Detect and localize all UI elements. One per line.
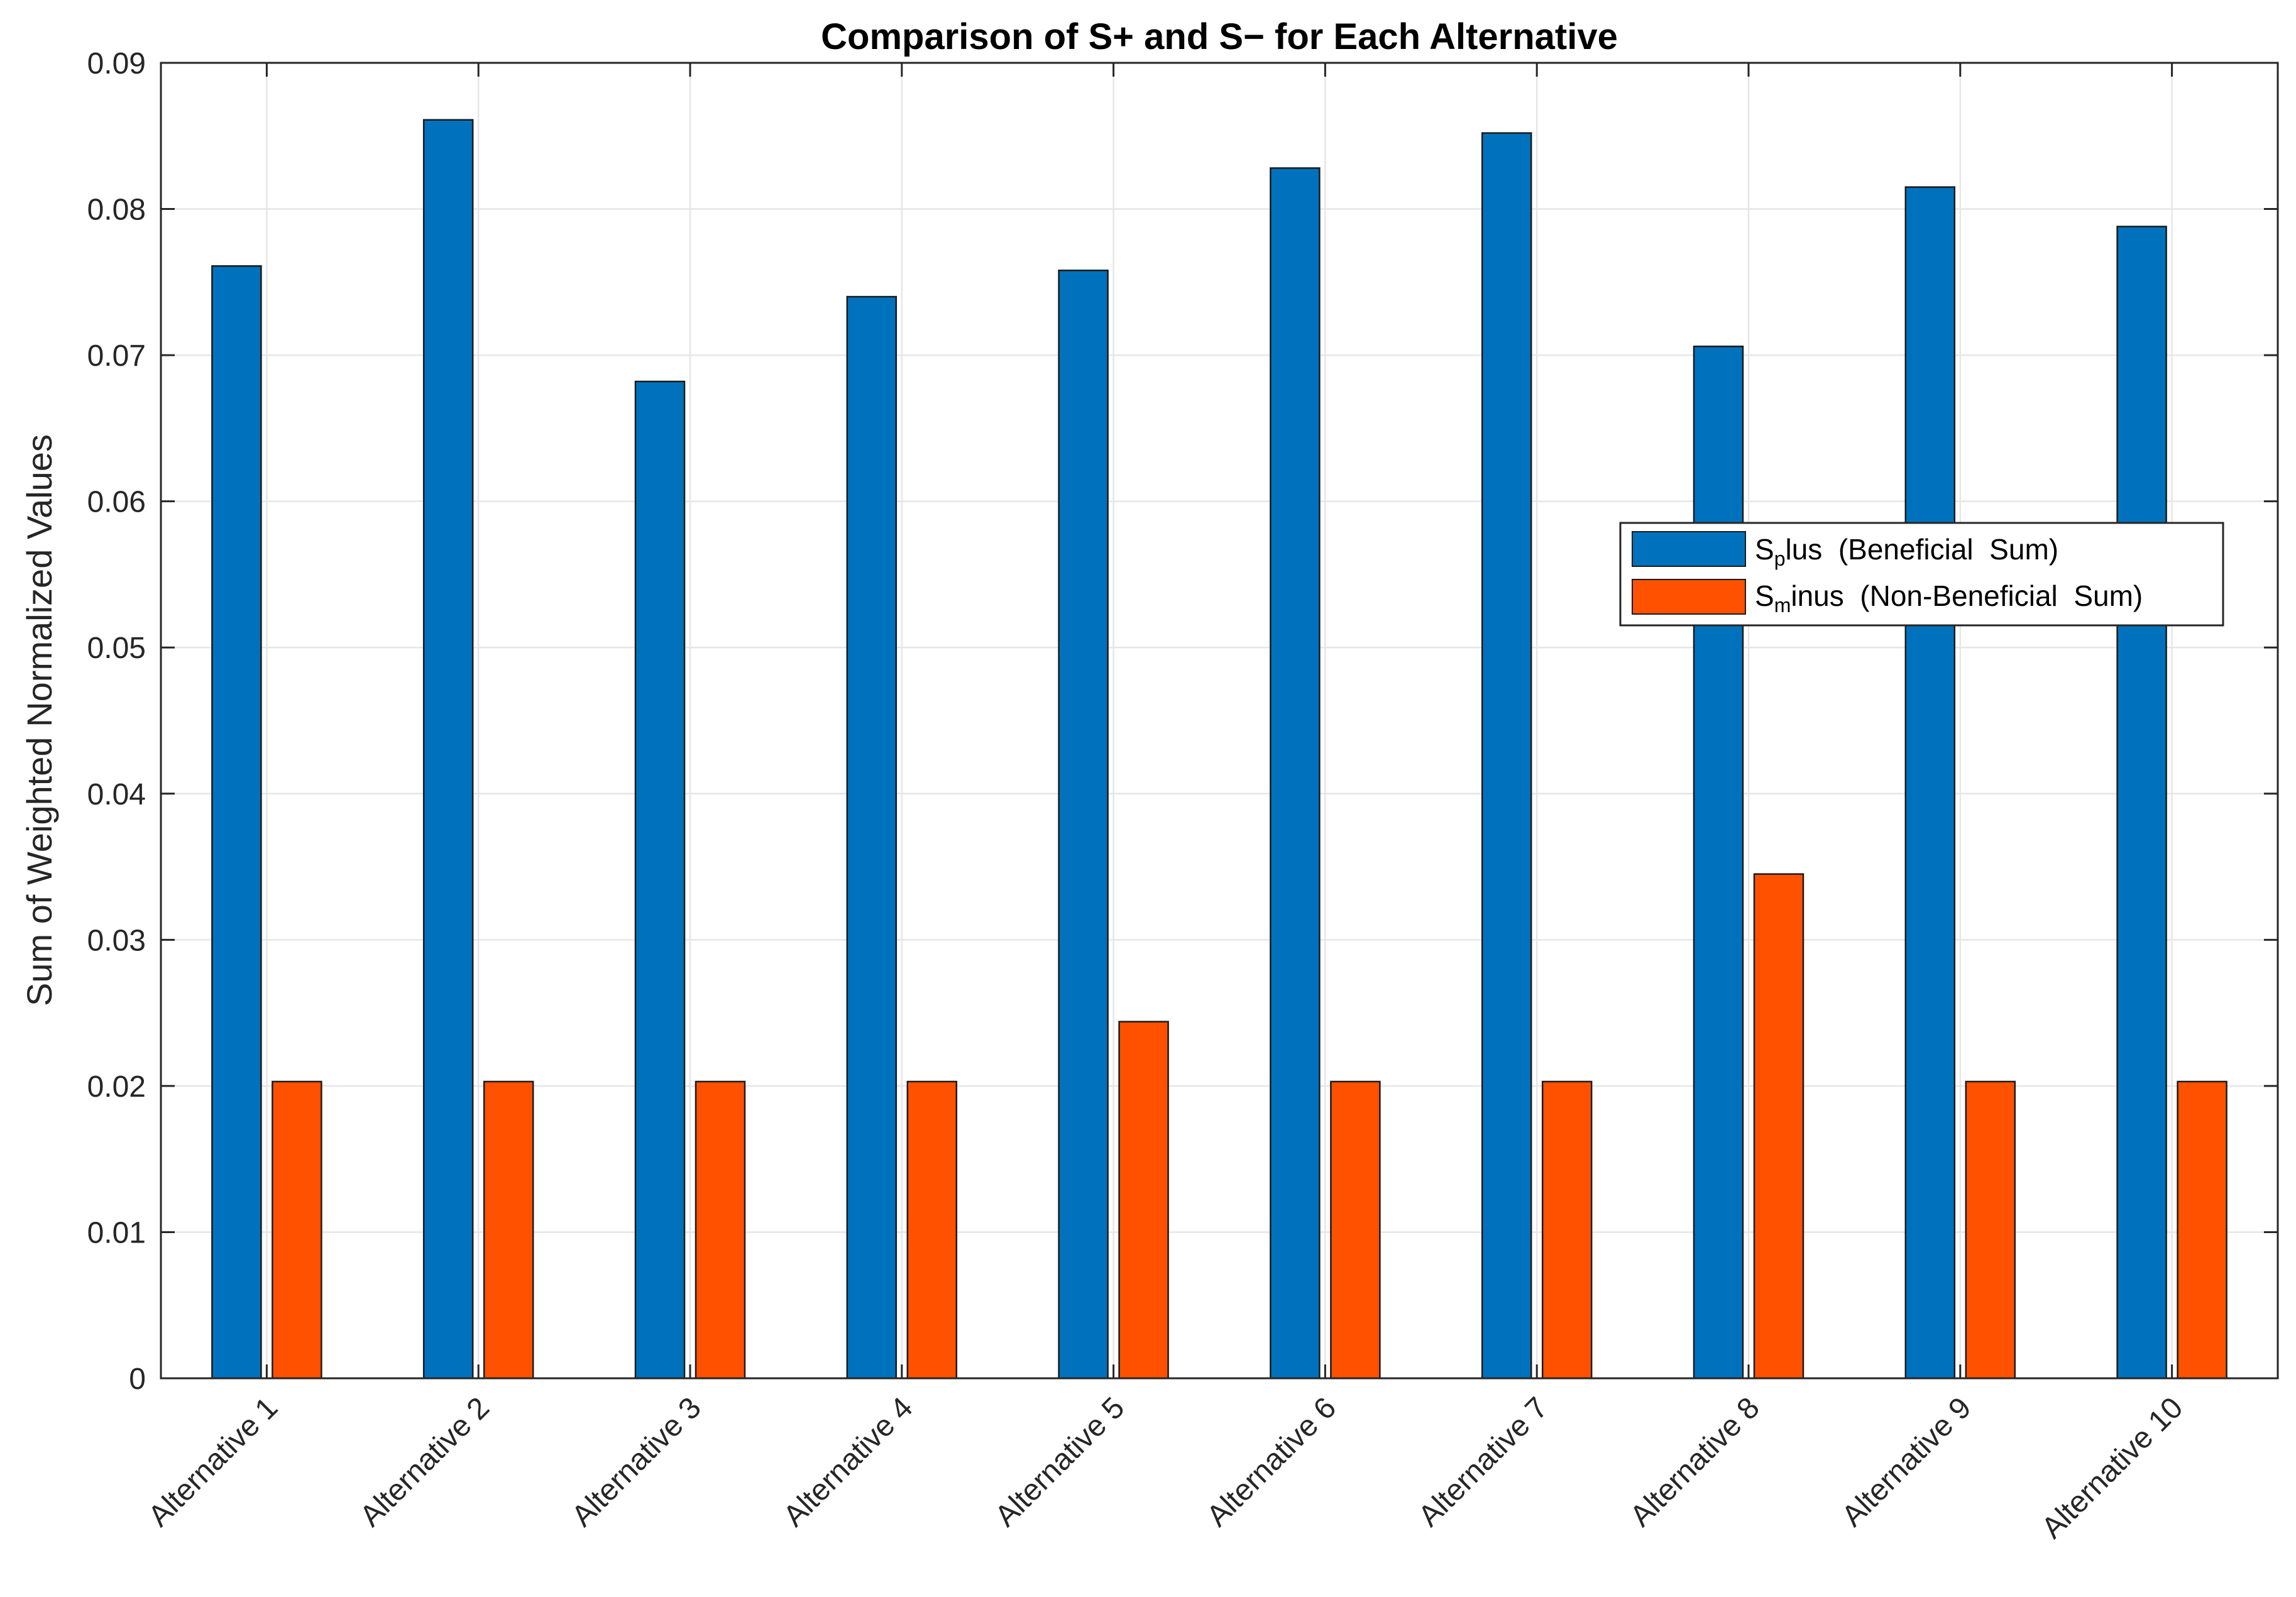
bar-splus-3 <box>634 380 686 1380</box>
bar-sminus-7 <box>1541 1080 1593 1380</box>
bars <box>211 119 2227 1380</box>
y-tick-label: 0.08 <box>87 194 146 227</box>
bar-splus-10 <box>2116 226 2167 1380</box>
bar-sminus-10 <box>2177 1080 2227 1380</box>
chart-title: Comparison of S+ and S− for Each Alterna… <box>821 16 1618 57</box>
y-tick-label: 0.09 <box>87 47 146 80</box>
bar-sminus-3 <box>695 1080 746 1380</box>
bar-sminus-9 <box>1965 1080 2016 1380</box>
bar-splus-2 <box>422 119 474 1380</box>
y-tick-label: 0.04 <box>87 778 146 811</box>
legend: Splus (Beneficial Sum) Sminus (Non-Benef… <box>1619 522 2224 627</box>
legend-label-splus: Splus (Beneficial Sum) <box>1755 533 2058 570</box>
legend-swatch-sminus <box>1632 579 1746 615</box>
bar-sminus-8 <box>1753 873 1804 1380</box>
y-tick-label: 0.01 <box>87 1216 146 1249</box>
bar-sminus-4 <box>906 1080 958 1380</box>
y-tick-label: 0.07 <box>87 339 146 373</box>
axes-frame <box>160 62 2279 1380</box>
bar-sminus-1 <box>272 1080 322 1380</box>
y-tick-label: 0.02 <box>87 1070 146 1104</box>
y-tick-label: 0 <box>129 1363 146 1396</box>
bar-sminus-6 <box>1330 1080 1381 1380</box>
y-tick-label: 0.06 <box>87 486 146 519</box>
grid-lines <box>161 63 2278 1378</box>
bar-sminus-2 <box>483 1080 534 1380</box>
bar-splus-1 <box>211 265 262 1380</box>
y-tick-labels: 0 0.01 0.02 0.03 0.04 0.05 0.06 0.07 0.08 0.09 <box>87 47 146 1396</box>
bar-splus-6 <box>1270 167 1321 1380</box>
bar-splus-8 <box>1693 345 1744 1380</box>
bar-splus-7 <box>1481 132 1532 1380</box>
tick-marks <box>161 62 2278 1380</box>
bar-splus-5 <box>1058 269 1109 1380</box>
legend-label-sminus: Sminus (Non-Beneficial Sum) <box>1755 579 2143 617</box>
y-tick-label: 0.03 <box>87 924 146 957</box>
bar-splus-4 <box>846 295 898 1380</box>
bar-splus-9 <box>1904 186 1956 1380</box>
bar-sminus-5 <box>1118 1021 1169 1380</box>
legend-swatch-splus <box>1632 531 1746 567</box>
y-tick-label: 0.05 <box>87 632 146 665</box>
y-axis-label: Sum of Weighted Normalized Values <box>19 434 59 1006</box>
